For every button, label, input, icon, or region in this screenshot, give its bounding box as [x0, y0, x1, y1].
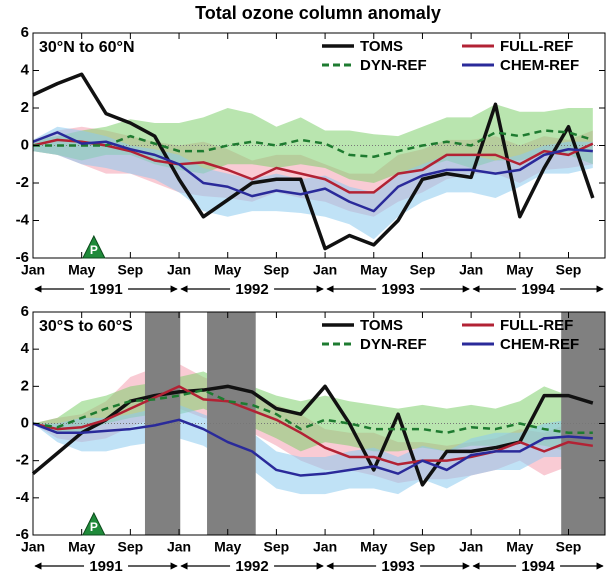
y-tick-label: -4	[16, 211, 30, 228]
year-label-bg	[376, 281, 421, 297]
series-line	[33, 129, 594, 158]
year-label: 1993	[381, 281, 414, 298]
year-label-bg	[230, 281, 275, 297]
x-tick-label: Sep	[118, 262, 144, 278]
y-tick-label: 0	[21, 136, 29, 153]
year-label: 1994	[521, 281, 555, 298]
panel-label: 30°S to 60°S	[39, 318, 133, 335]
y-tick-label: 2	[21, 377, 29, 394]
x-tick-label: Jan	[167, 262, 191, 278]
x-tick-label: Sep	[410, 539, 436, 555]
year-label-bg	[84, 558, 129, 574]
year-label-bg	[516, 281, 561, 297]
y-tick-label: 4	[21, 61, 30, 78]
event-label: P	[90, 243, 98, 257]
y-tick-label: -6	[16, 526, 29, 543]
event-label: P	[90, 520, 98, 534]
x-tick-label: Sep	[264, 539, 290, 555]
x-tick-label: Sep	[264, 262, 290, 278]
y-tick-label: -6	[16, 249, 29, 266]
x-tick-label: May	[506, 262, 533, 278]
x-tick-label: Sep	[410, 262, 436, 278]
event-marker	[82, 234, 106, 259]
x-tick-label: Jan	[313, 262, 337, 278]
y-tick-label: 6	[21, 24, 29, 41]
legend-label: DYN-REF	[360, 336, 427, 353]
x-tick-label: Jan	[21, 539, 45, 555]
y-tick-label: -4	[16, 489, 30, 506]
year-label: 1993	[381, 558, 414, 575]
year-label: 1991	[89, 558, 122, 575]
x-tick-label: Sep	[556, 539, 582, 555]
series-line	[32, 138, 594, 194]
legend-label: TOMS	[360, 317, 403, 334]
year-label-bg	[376, 558, 421, 574]
year-label-bg	[84, 281, 129, 297]
event-marker	[82, 511, 106, 536]
x-tick-label: Sep	[118, 539, 144, 555]
legend-label: DYN-REF	[360, 57, 427, 74]
series-line	[32, 131, 593, 213]
legend-label: CHEM-REF	[500, 57, 579, 74]
legend-label: FULL-REF	[500, 317, 573, 334]
x-tick-label: May	[68, 539, 95, 555]
series-line	[32, 72, 595, 251]
x-tick-label: May	[360, 539, 387, 555]
x-tick-label: Jan	[313, 539, 337, 555]
y-tick-label: 2	[21, 99, 29, 116]
x-tick-label: May	[360, 262, 387, 278]
y-tick-label: -2	[16, 452, 29, 469]
panel: -6 -4 -2 0 2 4 6 Jan May Sep Jan May Sep Jan May Sep Jan…	[16, 24, 606, 298]
year-label: 1992	[235, 558, 268, 575]
panel-label: 30°N to 60°N	[39, 39, 135, 56]
x-tick-label: May	[68, 262, 95, 278]
y-tick-label: 6	[21, 303, 29, 320]
series-line	[32, 385, 594, 466]
legend-label: TOMS	[360, 38, 403, 55]
panel: -6 -4 -2 0 2 4 6 Jan May Sep Jan May Sep Jan May Sep Jan…	[16, 303, 606, 575]
series-line	[32, 418, 593, 477]
x-tick-label: May	[214, 539, 241, 555]
y-tick-label: -2	[16, 174, 29, 191]
series-line	[32, 388, 593, 435]
year-label: 1992	[235, 281, 268, 298]
year-label-bg	[516, 558, 561, 574]
year-label: 1994	[521, 558, 555, 575]
year-label: 1991	[89, 281, 122, 298]
x-tick-label: May	[214, 262, 241, 278]
series-line	[31, 384, 594, 487]
x-tick-label: Jan	[21, 262, 45, 278]
x-tick-label: Jan	[459, 539, 483, 555]
x-tick-label: Sep	[556, 262, 582, 278]
y-tick-label: 0	[21, 414, 29, 431]
legend-label: FULL-REF	[500, 38, 573, 55]
year-label-bg	[230, 558, 275, 574]
y-tick-label: 4	[21, 340, 30, 357]
x-tick-label: Jan	[167, 539, 191, 555]
chart-title: Total ozone column anomaly	[195, 3, 441, 23]
x-tick-label: Jan	[459, 262, 483, 278]
x-tick-label: May	[506, 539, 533, 555]
legend-label: CHEM-REF	[500, 336, 579, 353]
